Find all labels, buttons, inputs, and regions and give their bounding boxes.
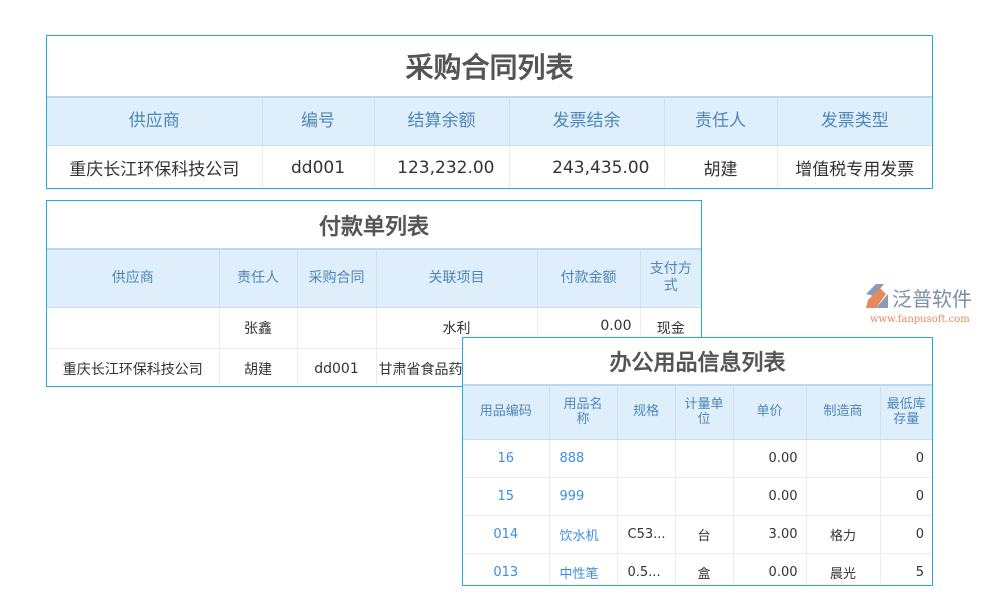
column-header[interactable]: 编号	[262, 96, 375, 146]
cell-name[interactable]: 999	[549, 477, 618, 516]
table-row[interactable]: 014 饮水机 C53... 台 3.00 格力 0	[463, 515, 932, 554]
purchase-contract-panel: 采购合同列表 供应商 编号 结算余额 发票结余 责任人 发票类型 重庆长江环保科…	[46, 35, 933, 189]
panel-title: 办公用品信息列表	[609, 351, 786, 376]
cell-unit	[675, 439, 734, 478]
cell-code[interactable]: 16	[463, 439, 550, 478]
cell-price: 0.00	[733, 553, 807, 585]
panel-title: 采购合同列表	[405, 51, 574, 84]
cell-invoice-balance: 243,435.00	[509, 145, 665, 188]
cell-maker	[806, 439, 881, 478]
table-header: 供应商 责任人 采购合同 关联项目 付款金额 支付方式	[47, 248, 701, 308]
column-header[interactable]: 支付方式	[640, 248, 701, 308]
cell-unit: 台	[675, 515, 734, 554]
cell-supplier: 重庆长江环保科技公司	[47, 145, 263, 188]
cell-code[interactable]: 014	[463, 515, 550, 554]
column-header[interactable]: 付款金额	[537, 248, 641, 308]
cell-supplier	[47, 307, 220, 349]
cell-code[interactable]: 15	[463, 477, 550, 516]
column-header[interactable]: 用品名称	[549, 384, 618, 440]
cell-project-text: 甘肃省食品药	[378, 361, 463, 378]
cell-name[interactable]: 中性笔	[549, 553, 618, 585]
cell-price: 3.00	[733, 515, 807, 554]
svg-text:www.fanpusoft.com: www.fanpusoft.com	[870, 314, 970, 325]
column-header[interactable]: 发票类型	[777, 96, 932, 146]
column-header[interactable]: 责任人	[219, 248, 298, 308]
table-row[interactable]: 15 999 0.00 0	[463, 477, 932, 516]
cell-maker: 格力	[806, 515, 881, 554]
fanpu-logo: 泛普软件 www.fanpusoft.com	[862, 280, 990, 326]
cell-contract	[297, 307, 377, 349]
cell-unit: 盒	[675, 553, 734, 585]
column-header[interactable]: 计量单位	[675, 384, 734, 440]
column-header[interactable]: 单价	[733, 384, 807, 440]
column-header[interactable]: 采购合同	[297, 248, 377, 308]
cell-maker: 晨光	[806, 553, 881, 585]
cell-name[interactable]: 888	[549, 439, 618, 478]
cell-name[interactable]: 饮水机	[549, 515, 618, 554]
cell-min-stock: 0	[880, 515, 932, 554]
cell-min-stock: 5	[880, 553, 932, 585]
column-header[interactable]: 结算余额	[374, 96, 510, 146]
logo-mark-icon: 泛普软件 www.fanpusoft.com	[866, 284, 972, 325]
payment-panel: 付款单列表 供应商 责任人 采购合同 关联项目 付款金额 支付方式 张鑫 水利 …	[46, 200, 702, 387]
column-header[interactable]: 供应商	[47, 248, 220, 308]
cell-maker	[806, 477, 881, 516]
column-header[interactable]: 关联项目	[376, 248, 538, 308]
table-row[interactable]: 013 中性笔 0.5... 盒 0.00 晨光 5	[463, 553, 932, 585]
column-header[interactable]: 发票结余	[509, 96, 665, 146]
office-supplies-table: 用品编码 用品名称 规格 计量单位 单价 制造商 最低库存量 16 888 0.00…	[463, 384, 932, 585]
cell-spec: 0.5...	[617, 553, 676, 585]
table-row[interactable]: 重庆长江环保科技公司 dd001 123,232.00 243,435.00 胡…	[47, 145, 932, 188]
payment-table: 供应商 责任人 采购合同 关联项目 付款金额 支付方式 张鑫 水利 0.00 现…	[47, 248, 701, 386]
cell-unit	[675, 477, 734, 516]
cell-spec	[617, 477, 676, 516]
cell-owner: 胡建	[664, 145, 778, 188]
cell-spec	[617, 439, 676, 478]
cell-price: 0.00	[733, 477, 807, 516]
cell-min-stock: 0	[880, 439, 932, 478]
column-header[interactable]: 最低库存量	[880, 384, 932, 440]
purchase-contract-table: 供应商 编号 结算余额 发票结余 责任人 发票类型 重庆长江环保科技公司 dd0…	[47, 96, 932, 188]
cell-spec: C53...	[617, 515, 676, 554]
cell-supplier: 重庆长江环保科技公司	[47, 348, 220, 386]
panel-title: 付款单列表	[318, 214, 429, 240]
table-header: 用品编码 用品名称 规格 计量单位 单价 制造商 最低库存量	[463, 384, 932, 440]
cell-number: dd001	[262, 145, 375, 188]
svg-text:泛普软件: 泛普软件	[892, 287, 972, 311]
table-header: 供应商 编号 结算余额 发票结余 责任人 发票类型	[47, 96, 932, 146]
cell-price: 0.00	[733, 439, 807, 478]
table-row[interactable]: 16 888 0.00 0	[463, 439, 932, 478]
cell-contract: dd001	[297, 348, 377, 386]
cell-code[interactable]: 013	[463, 553, 550, 585]
column-header[interactable]: 责任人	[664, 96, 778, 146]
column-header[interactable]: 规格	[617, 384, 676, 440]
column-header[interactable]: 制造商	[806, 384, 881, 440]
cell-min-stock: 0	[880, 477, 932, 516]
column-header[interactable]: 供应商	[47, 96, 263, 146]
column-header[interactable]: 用品编码	[463, 384, 550, 440]
cell-invoice-type: 增值税专用发票	[777, 145, 932, 188]
cell-owner: 胡建	[219, 348, 298, 386]
cell-owner: 张鑫	[219, 307, 298, 349]
office-supplies-panel: 办公用品信息列表 用品编码 用品名称 规格 计量单位 单价 制造商 最低库存量 …	[462, 337, 933, 586]
cell-balance: 123,232.00	[374, 145, 510, 188]
